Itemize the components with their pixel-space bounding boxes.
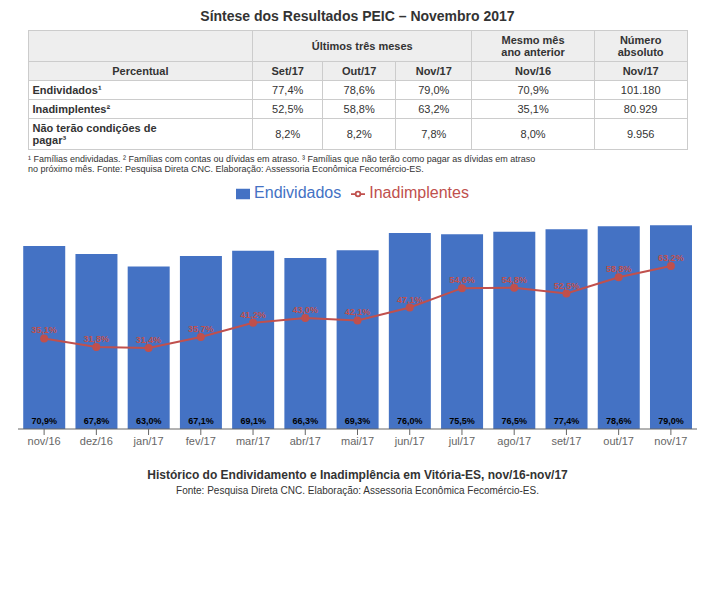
html-text:35,1%: 35,1%	[517, 103, 549, 115]
svg-text:35,7%: 35,7%	[188, 324, 214, 334]
svg-text:70,9%: 70,9%	[31, 416, 57, 426]
html-text:Nov/17: Nov/17	[415, 65, 452, 77]
html-text:¹ Famílias endividadas. ² Famí: ¹ Famílias endividadas. ² Famílias com c…	[28, 154, 536, 174]
html-text:Inadimplentes²: Inadimplentes²	[32, 103, 111, 115]
html-text:9.956: 9.956	[626, 128, 655, 140]
svg-text:35,1%: 35,1%	[31, 325, 57, 335]
html-text:77,4%: 77,4%	[272, 84, 304, 96]
html-text:70,9%: 70,9%	[517, 84, 549, 96]
svg-text:31,8%: 31,8%	[84, 334, 110, 344]
svg-text:78,6%: 78,6%	[606, 416, 632, 426]
html-text:8,0%: 8,0%	[520, 128, 546, 140]
html-text:Endividados¹: Endividados¹	[32, 84, 102, 96]
html-text:Mesmo mês ano anterior: Mesmo mês ano anterior	[501, 34, 565, 58]
html-text:80.929: 80.929	[623, 103, 658, 115]
svg-text:jul/17: jul/17	[448, 435, 475, 447]
html-text:Out/17: Out/17	[342, 65, 377, 77]
html-text:Histórico do Endividamento e I: Histórico do Endividamento e Inadimplênc…	[147, 468, 568, 482]
svg-text:fev/17: fev/17	[186, 435, 216, 447]
html-text:Nov/17: Nov/17	[622, 65, 659, 77]
html-text:Não terão condições de pagar³: Não terão condições de pagar³	[32, 122, 157, 146]
svg-text:41,2%: 41,2%	[240, 310, 266, 320]
svg-text:abr/17: abr/17	[290, 435, 321, 447]
svg-text:out/17: out/17	[603, 435, 634, 447]
html-text:58,8%: 58,8%	[343, 103, 375, 115]
svg-text:69,1%: 69,1%	[240, 416, 266, 426]
svg-text:69,3%: 69,3%	[345, 416, 371, 426]
svg-text:79,0%: 79,0%	[658, 416, 684, 426]
html-text:101.180: 101.180	[620, 84, 661, 96]
html-text:Nov/16: Nov/16	[515, 65, 552, 77]
svg-text:43,0%: 43,0%	[293, 305, 319, 315]
html-text:Set/17: Set/17	[271, 65, 304, 77]
svg-text:jan/17: jan/17	[133, 435, 164, 447]
svg-text:67,1%: 67,1%	[188, 416, 214, 426]
svg-text:ago/17: ago/17	[497, 435, 531, 447]
svg-text:52,5%: 52,5%	[554, 281, 580, 291]
svg-text:58,8%: 58,8%	[606, 264, 632, 274]
svg-text:jun/17: jun/17	[394, 435, 425, 447]
svg-text:54,6%: 54,6%	[449, 275, 475, 285]
html-text:79,0%: 79,0%	[418, 84, 450, 96]
html-text:Síntese dos Resultados PEIC –: Síntese dos Resultados PEIC – Novembro 2…	[200, 8, 515, 24]
svg-text:47,1%: 47,1%	[397, 295, 423, 305]
svg-text:67,8%: 67,8%	[84, 416, 110, 426]
svg-text:set/17: set/17	[551, 435, 581, 447]
svg-text:77,4%: 77,4%	[554, 416, 580, 426]
html-text:8,2%: 8,2%	[275, 128, 301, 140]
html-text:Número absoluto: Número absoluto	[617, 34, 664, 58]
html-text:7,8%: 7,8%	[421, 128, 447, 140]
svg-text:mai/17: mai/17	[341, 435, 374, 447]
html-text:78,6%: 78,6%	[343, 84, 375, 96]
svg-text:75,5%: 75,5%	[449, 416, 475, 426]
svg-text:nov/16: nov/16	[28, 435, 61, 447]
svg-text:63,2%: 63,2%	[658, 253, 684, 263]
html-text:63,2%: 63,2%	[418, 103, 450, 115]
html-text:Fonte: Pesquisa Direta CNC. El: Fonte: Pesquisa Direta CNC. Elaboração: …	[176, 485, 539, 496]
svg-text:63,0%: 63,0%	[136, 416, 162, 426]
html-text:Endividados: Endividados	[254, 184, 342, 201]
svg-text:42,1%: 42,1%	[345, 307, 371, 317]
svg-text:31,4%: 31,4%	[136, 335, 162, 345]
svg-text:mar/17: mar/17	[236, 435, 270, 447]
svg-text:54,8%: 54,8%	[501, 275, 527, 285]
svg-text:dez/16: dez/16	[80, 435, 113, 447]
svg-text:76,5%: 76,5%	[502, 416, 528, 426]
html-text:Percentual: Percentual	[112, 65, 169, 77]
html-text:8,2%: 8,2%	[346, 128, 372, 140]
svg-text:nov/17: nov/17	[654, 435, 687, 447]
svg-text:76,0%: 76,0%	[397, 416, 423, 426]
html-text:Últimos três meses: Últimos três meses	[311, 40, 413, 52]
svg-text:66,3%: 66,3%	[293, 416, 319, 426]
html-text:Inadimplentes: Inadimplentes	[369, 184, 469, 201]
html-text:52,5%: 52,5%	[272, 103, 304, 115]
